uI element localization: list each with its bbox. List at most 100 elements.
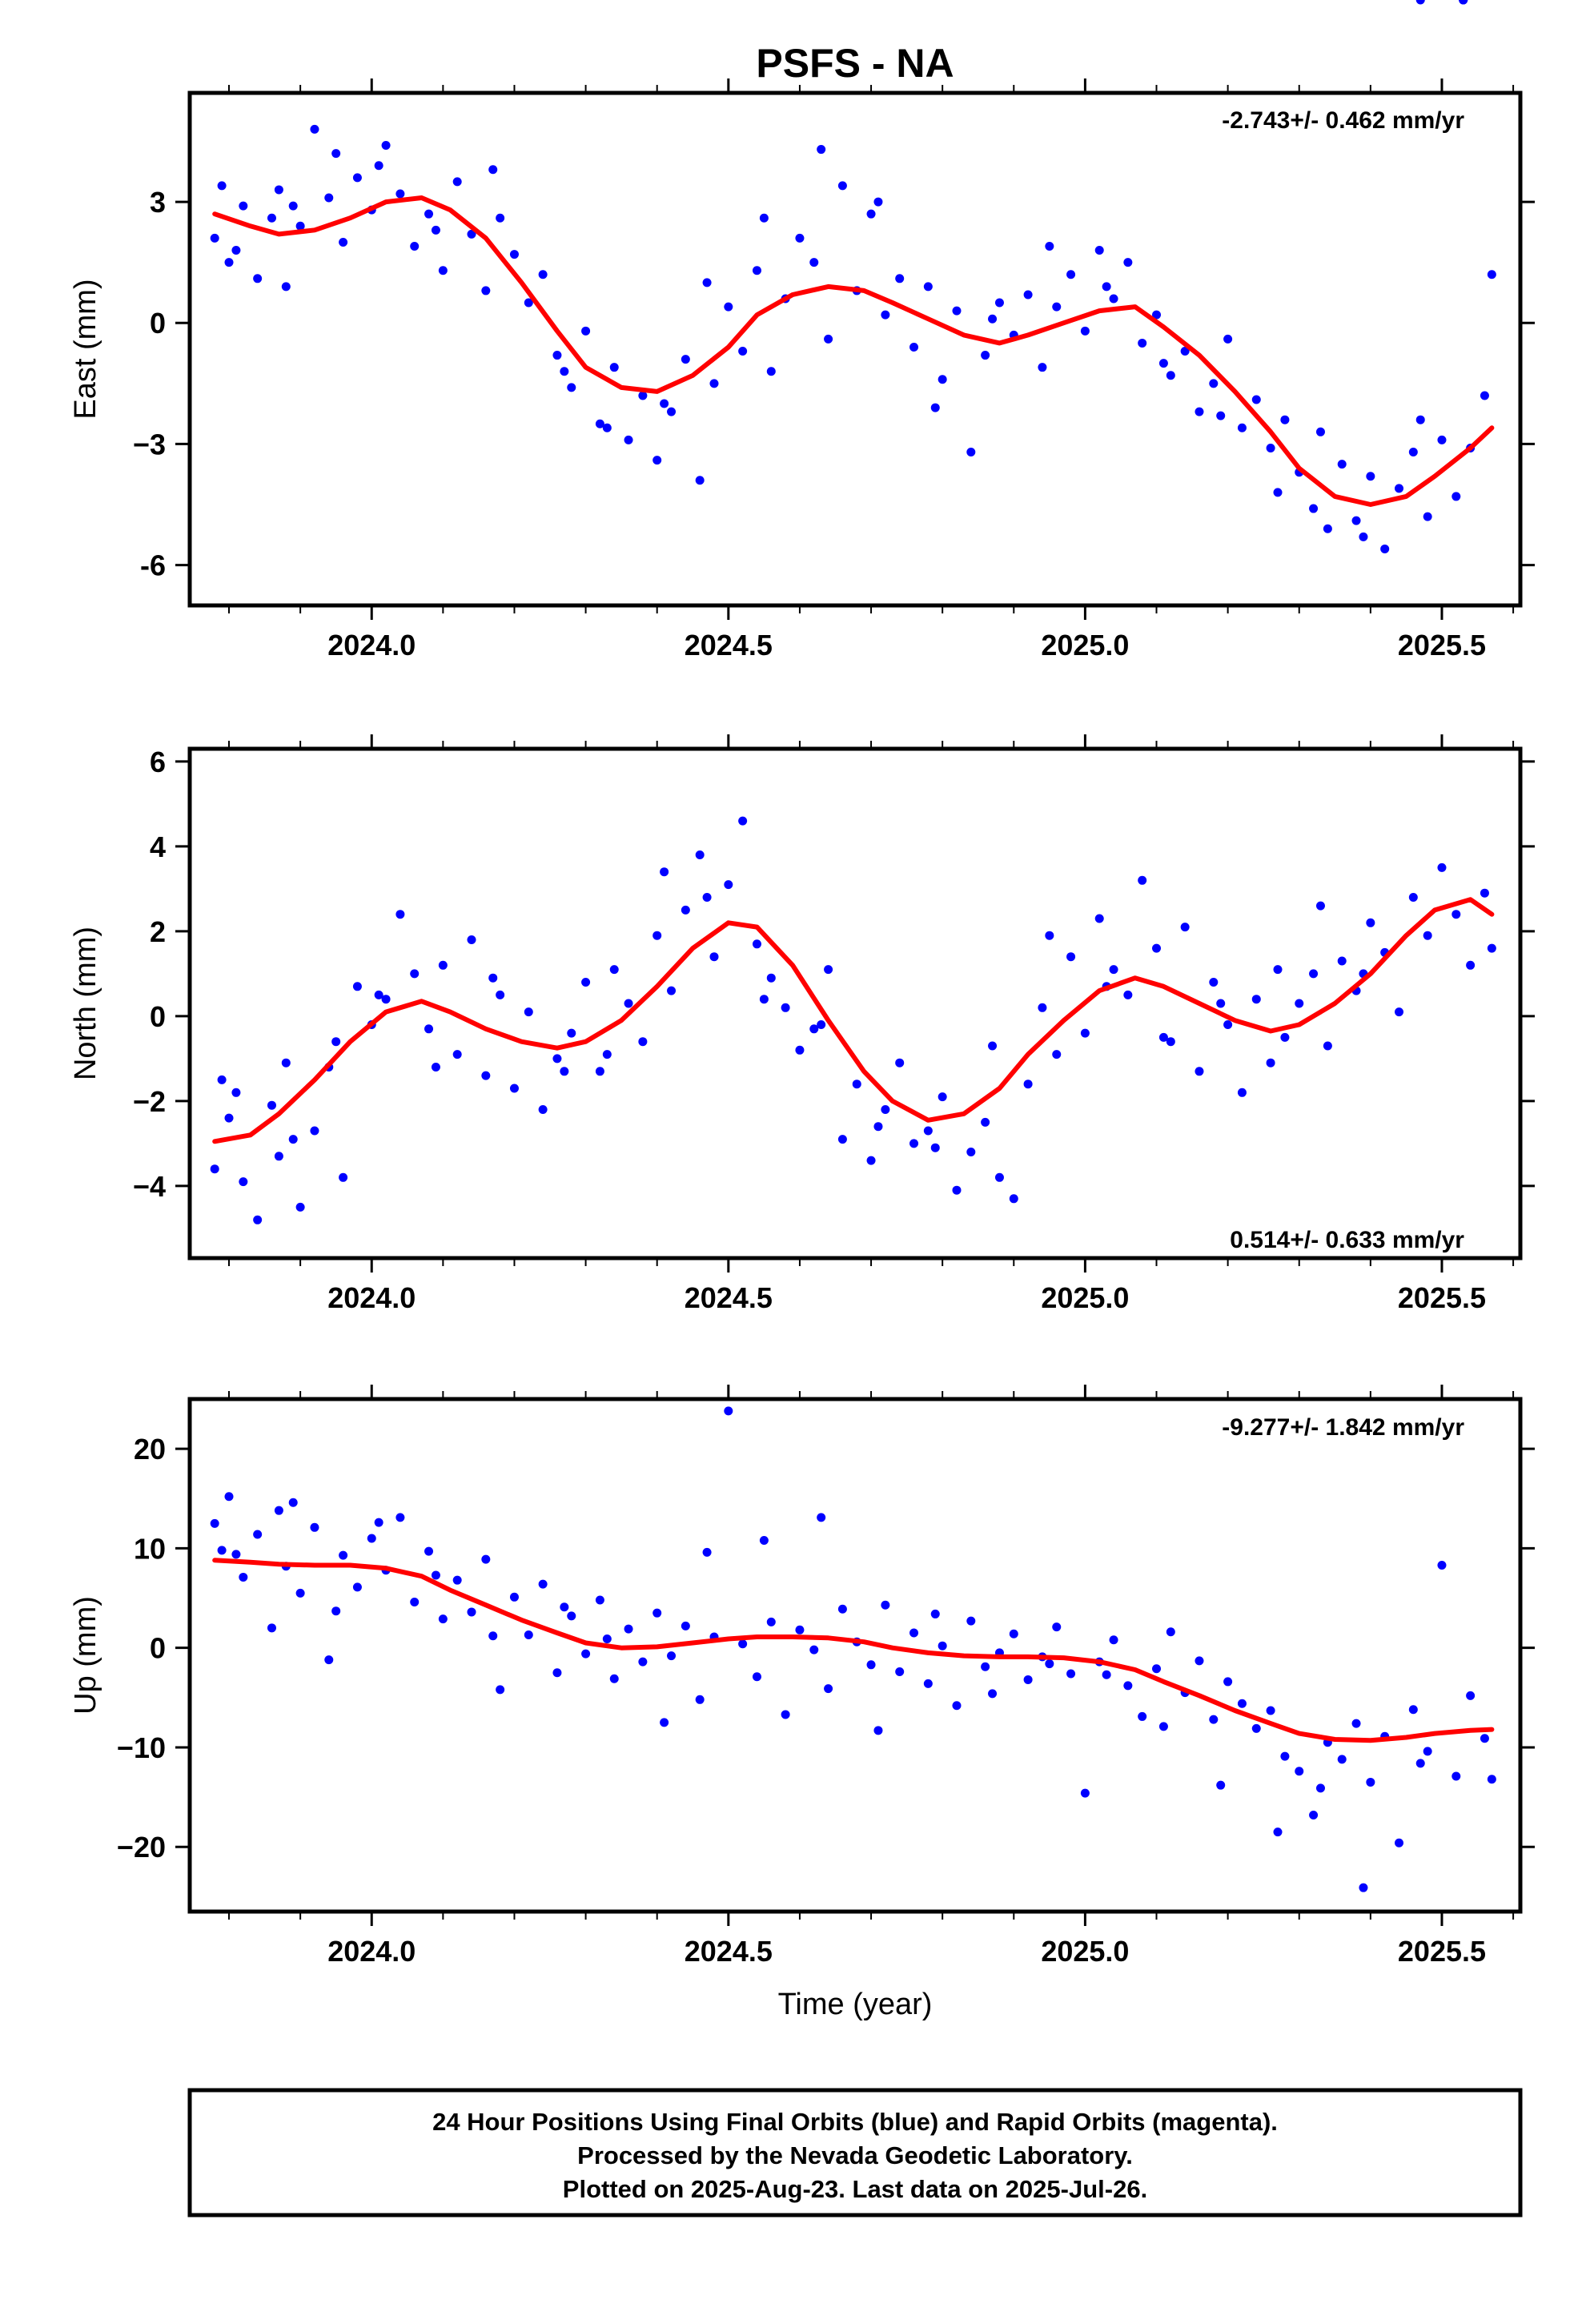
- east-data-point: [467, 229, 476, 239]
- east-y-tick-label: 3: [150, 186, 166, 219]
- east-data-point: [994, 298, 1004, 308]
- east-data-point: [295, 221, 305, 231]
- north-data-point: [1323, 1041, 1332, 1051]
- north-data-point: [239, 1177, 248, 1187]
- east-data-point: [1273, 488, 1283, 497]
- north-data-point: [695, 850, 705, 859]
- north-data-point: [224, 1113, 234, 1123]
- east-data-point: [1166, 371, 1175, 380]
- east-panel: 2024.0 2024.5 2025.0 2025.5 -6 −3 0 3 -2.743+/- …: [69, 0, 1535, 661]
- up-data-point: [988, 1689, 998, 1699]
- north-data-point: [1415, 0, 1425, 5]
- north-data-point: [496, 990, 505, 999]
- up-data-point: [1102, 1670, 1111, 1679]
- north-data-point: [1295, 999, 1304, 1008]
- north-data-point: [930, 1143, 940, 1152]
- east-data-point: [795, 233, 805, 243]
- up-data-point: [538, 1579, 548, 1589]
- north-data-point: [281, 1058, 291, 1068]
- east-data-point: [866, 209, 876, 219]
- up-y-tick-label: 20: [134, 1433, 166, 1466]
- footer-box: [187, 2088, 1523, 2217]
- north-data-point: [488, 973, 498, 983]
- up-data-point: [909, 1628, 919, 1638]
- east-data-point: [1380, 544, 1390, 553]
- east-data-point: [1052, 302, 1062, 312]
- up-data-point: [1452, 1771, 1461, 1781]
- north-data-point: [609, 965, 619, 975]
- up-data-point: [923, 1679, 933, 1688]
- east-data-point: [538, 270, 548, 279]
- up-data-point: [1459, 0, 1468, 5]
- east-data-point: [481, 286, 491, 296]
- north-data-point: [217, 1075, 227, 1084]
- north-data-point: [231, 1088, 241, 1097]
- east-data-point: [1452, 492, 1461, 501]
- east-frame: [187, 90, 1523, 608]
- up-data-point: [752, 1672, 761, 1682]
- up-data-point: [1209, 1715, 1219, 1724]
- up-data-point: [652, 1608, 662, 1618]
- north-data-point: [552, 1054, 562, 1063]
- north-trend-line: [212, 897, 1495, 1144]
- north-data-point: [1480, 888, 1489, 898]
- east-data-point: [824, 334, 833, 344]
- north-x-tick-label: 2025.0: [1041, 1281, 1129, 1314]
- east-data-point: [253, 274, 263, 283]
- up-data-point: [481, 1554, 491, 1564]
- north-data-point: [866, 1156, 876, 1165]
- east-data-point: [759, 213, 769, 223]
- north-data-point: [660, 867, 669, 877]
- footer-line-1: 24 Hour Positions Using Final Orbits (bl…: [432, 2108, 1278, 2136]
- up-data-point: [681, 1621, 690, 1630]
- north-data-point: [210, 1164, 219, 1174]
- east-data-point: [1487, 270, 1496, 279]
- east-data-point: [981, 351, 990, 360]
- east-data-point: [1359, 532, 1368, 541]
- up-y-axis-label: Up (mm): [69, 1596, 102, 1715]
- north-data-point: [988, 1041, 998, 1051]
- east-data-point: [766, 367, 776, 376]
- up-data-point: [1309, 1810, 1319, 1819]
- east-plot-area: [190, 93, 1520, 605]
- north-data-point: [1080, 1028, 1090, 1038]
- east-data-point: [224, 258, 234, 267]
- east-data-point: [930, 403, 940, 412]
- east-data-point: [638, 391, 648, 400]
- east-data-point: [1080, 326, 1090, 336]
- up-data-point: [1487, 1775, 1496, 1784]
- up-data-point: [374, 1518, 383, 1527]
- east-y-axis-label: East (mm): [69, 279, 102, 419]
- east-data-point: [231, 246, 241, 255]
- east-data-point: [1480, 391, 1489, 400]
- figure-title: PSFS - NA: [756, 41, 954, 86]
- up-data-point: [1166, 1627, 1175, 1637]
- up-data-point: [1052, 1622, 1062, 1632]
- north-data-point: [1109, 965, 1118, 975]
- east-data-point: [873, 197, 883, 207]
- north-data-point: [952, 1185, 962, 1195]
- east-data-point: [410, 241, 420, 251]
- up-data-point: [759, 1535, 769, 1545]
- footer-line-2: Processed by the Nevada Geodetic Laborat…: [577, 2141, 1133, 2169]
- up-data-point: [1337, 1755, 1347, 1764]
- up-data-point: [1480, 1734, 1489, 1743]
- up-y-tick-label: 0: [150, 1632, 166, 1665]
- up-data-point: [1415, 1759, 1425, 1768]
- east-data-point: [581, 326, 591, 336]
- east-data-point: [1038, 363, 1047, 372]
- north-data-point: [1152, 943, 1162, 953]
- north-data-point: [681, 905, 690, 915]
- up-data-point: [638, 1657, 648, 1667]
- east-data-point: [1309, 504, 1319, 513]
- north-data-point: [438, 960, 448, 970]
- north-data-point: [396, 910, 405, 919]
- north-data-point: [1237, 1088, 1247, 1097]
- north-x-tick-label: 2025.5: [1398, 1281, 1486, 1314]
- up-data-point: [524, 1630, 533, 1640]
- north-data-point: [709, 952, 719, 962]
- up-data-point: [1366, 1777, 1375, 1787]
- east-data-point: [339, 237, 348, 247]
- north-data-point: [1251, 995, 1261, 1004]
- east-data-point: [496, 213, 505, 223]
